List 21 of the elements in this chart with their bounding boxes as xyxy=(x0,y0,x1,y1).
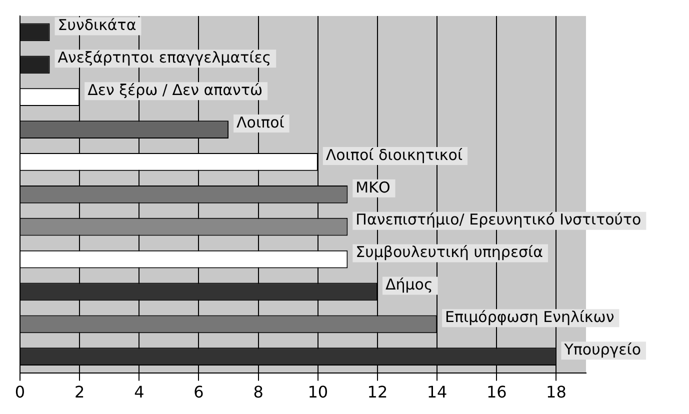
y-tick-label: Υπουργείο xyxy=(563,340,642,358)
x-tick-label: 18 xyxy=(546,382,566,402)
y-tick-label: Συμβουλευτική υπηρεσία xyxy=(356,243,544,262)
y-tick-label: Ανεξάρτητοι επαγγελματίες xyxy=(58,48,272,67)
y-tick-label: Επιμόρφωση Ενηλίκων xyxy=(445,308,614,326)
y-tick-label: Λοιποί xyxy=(236,113,284,132)
x-tick-label: 6 xyxy=(194,382,204,402)
x-tick-label: 2 xyxy=(74,382,85,402)
y-tick-label: ΜΚΟ xyxy=(356,178,390,196)
x-tick-label: 10 xyxy=(308,382,328,402)
x-tick-label: 0 xyxy=(14,382,26,402)
x-tick-label: 4 xyxy=(134,382,144,402)
y-tick-label: Λοιποί διοικητικοί xyxy=(326,146,463,164)
x-tick-label: 8 xyxy=(253,382,264,402)
y-tick-label: Δήμος xyxy=(385,276,433,294)
x-tick-label: 16 xyxy=(486,382,507,402)
x-tick-label: 14 xyxy=(426,382,448,402)
x-tick-label: 12 xyxy=(367,382,388,402)
y-tick-label: Δεν ξέρω / Δεν απαντώ xyxy=(88,80,263,99)
y-tick-label: Συνδικάτα xyxy=(58,16,136,34)
y-tick-label: Πανεπιστήμιο/ Ερευνητικό Ινστιτούτο xyxy=(356,210,642,229)
